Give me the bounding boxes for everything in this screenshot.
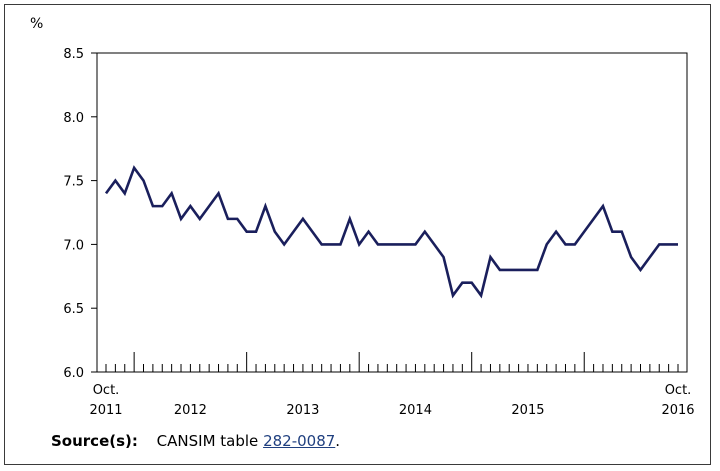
x-tick-label-year: 2013 — [286, 403, 319, 418]
source-prefix: CANSIM table — [156, 432, 259, 450]
y-axis-label: % — [30, 16, 43, 32]
y-axis: 6.0 6.5 7.0 7.5 8.0 8.5 — [63, 47, 97, 381]
x-tick-label-year: 2011 — [89, 403, 122, 418]
y-tick-label: 7.0 — [63, 238, 84, 253]
x-tick-label-year: 2015 — [511, 403, 544, 418]
x-tick-label-year: 2016 — [661, 403, 694, 418]
source-note: Source(s): CANSIM table 282-0087. — [51, 432, 340, 450]
cansim-table-link[interactable]: 282-0087 — [263, 432, 336, 450]
plot-area-border — [96, 52, 688, 373]
x-tick-label-year: 2014 — [399, 403, 432, 418]
x-axis — [105, 352, 679, 372]
x-axis-labels: Oct. 2011 2012 2013 2014 2015 Oct. 2016 — [89, 383, 694, 418]
y-tick-label: 7.5 — [63, 175, 84, 190]
chart-frame — [4, 4, 711, 465]
source-suffix: . — [335, 432, 341, 450]
y-tick-label: 6.5 — [63, 302, 84, 317]
y-tick-label: 6.0 — [63, 366, 84, 381]
y-tick-label: 8.0 — [63, 111, 84, 126]
series-layer — [104, 165, 679, 299]
series-line — [104, 165, 678, 299]
x-tick-label-year: 2012 — [174, 403, 207, 418]
x-tick-label-month: Oct. — [665, 383, 692, 398]
x-tick-label-month: Oct. — [93, 383, 120, 398]
source-label: Source(s): — [51, 432, 138, 450]
y-tick-label: 8.5 — [63, 47, 84, 62]
